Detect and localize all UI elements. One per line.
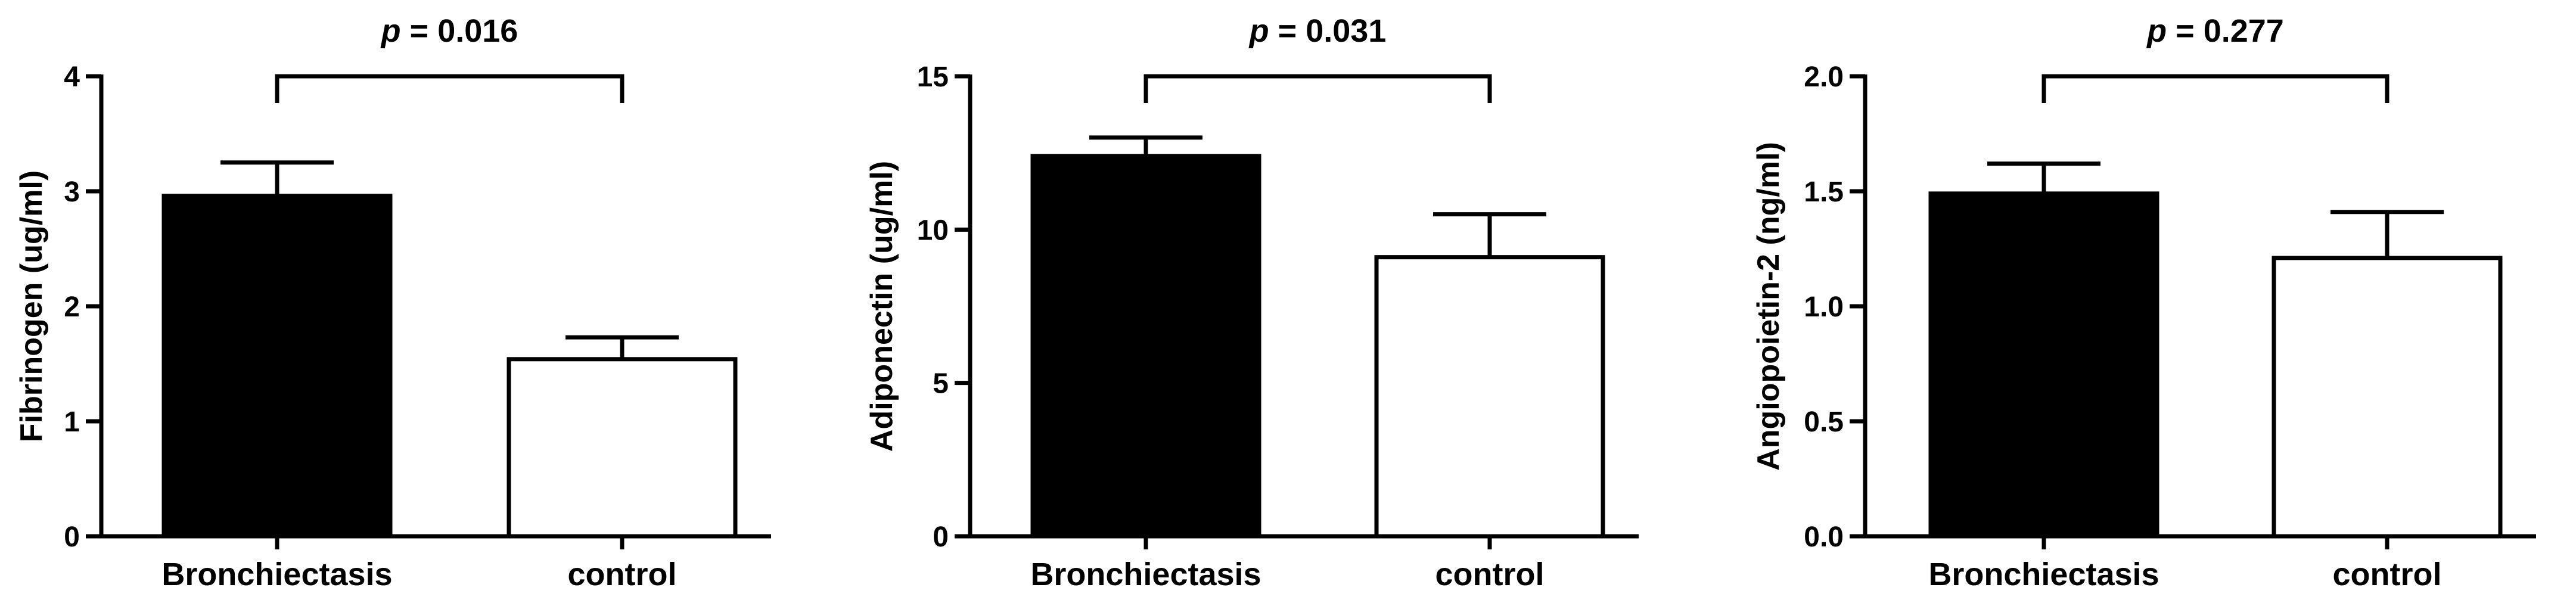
p-symbol: p	[380, 13, 401, 49]
y-tick-label: 0.0	[1804, 521, 1844, 553]
significance-bracket	[1143, 74, 1492, 103]
bar-control	[1374, 255, 1605, 539]
p-value-label: p = 0.031	[1248, 13, 1387, 49]
chart-panel-1: 0 1 2 3 4 Fibrinogen (ug/ml) Bronchiectasis con…	[14, 13, 771, 592]
p-value-text: = 0.016	[401, 13, 518, 49]
y-tick-label: 3	[64, 176, 80, 208]
p-symbol: p	[2146, 13, 2167, 49]
p-symbol: p	[1248, 13, 1269, 49]
x-tick-label: Bronchiectasis	[1928, 557, 2159, 592]
y-tick-label: 10	[917, 215, 949, 246]
bar-bronchiectasis	[161, 194, 393, 539]
y-axis-title: Adiponectin (ug/ml)	[865, 161, 899, 452]
x-tick-label: control	[2333, 557, 2442, 592]
bar-bronchiectasis	[1928, 191, 2159, 539]
bar-control	[2272, 256, 2503, 539]
significance-bracket	[275, 74, 624, 103]
x-tick-label: control	[568, 557, 677, 592]
x-tick-label: Bronchiectasis	[1030, 557, 1261, 592]
y-tick-label: 4	[64, 61, 80, 93]
y-tick-label: 0	[933, 521, 949, 553]
p-value-label: p = 0.277	[2146, 13, 2284, 49]
y-tick-label: 2	[64, 291, 80, 323]
y-tick-label: 0.5	[1804, 406, 1844, 438]
bar-control	[507, 357, 738, 539]
y-tick-label: 2.0	[1804, 61, 1844, 93]
y-axis-title: Angiopoietin-2 (ng/ml)	[1751, 142, 1786, 471]
x-tick-label: control	[1435, 557, 1545, 592]
p-value-text: = 0.277	[2167, 13, 2284, 49]
y-tick-label: 15	[917, 61, 949, 93]
y-tick-label: 1.5	[1804, 176, 1844, 208]
p-value-label: p = 0.016	[380, 13, 518, 49]
chart-panel-3: 0.0 0.5 1.0 1.5 2.0 Angiopoietin-2 (ng/ml) Bro…	[1751, 13, 2536, 592]
p-value-text: = 0.031	[1269, 13, 1387, 49]
y-tick-label: 1	[64, 406, 80, 438]
chart-panel-2: 0 5 10 15 Adiponectin (ug/ml) Bronchiectasis c…	[865, 13, 1639, 592]
significance-bracket	[2041, 74, 2389, 103]
y-tick-label: 1.0	[1804, 291, 1844, 323]
x-tick-label: Bronchiectasis	[161, 557, 392, 592]
y-tick-label: 5	[933, 368, 949, 400]
y-tick-label: 0	[64, 521, 80, 553]
y-axis-title: Fibrinogen (ug/ml)	[14, 170, 49, 442]
bar-bronchiectasis	[1030, 154, 1261, 539]
